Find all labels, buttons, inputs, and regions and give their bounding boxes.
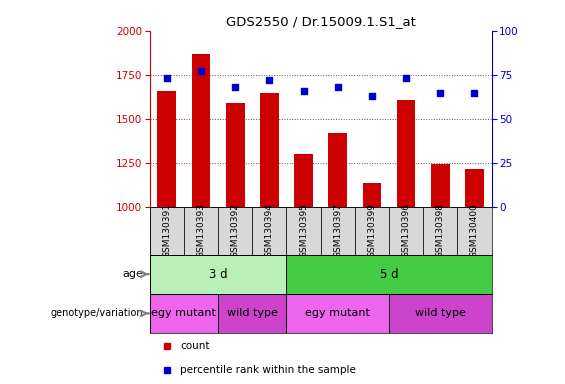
Point	[470, 89, 479, 96]
Point	[265, 77, 274, 83]
Text: GSM130396: GSM130396	[402, 204, 411, 258]
Point	[197, 68, 206, 74]
Bar	[389, 294, 492, 333]
Bar	[286, 255, 492, 294]
Bar	[252, 207, 286, 255]
Bar	[150, 207, 184, 255]
Point	[402, 75, 411, 81]
Bar	[363, 183, 381, 207]
Point	[436, 89, 445, 96]
Bar	[423, 207, 458, 255]
Bar	[397, 99, 415, 207]
Text: GSM130394: GSM130394	[265, 204, 274, 258]
Bar	[218, 207, 252, 255]
Bar	[158, 91, 176, 207]
Text: 5 d: 5 d	[380, 268, 398, 281]
Point	[333, 84, 342, 90]
Bar	[286, 294, 389, 333]
Text: GSM130392: GSM130392	[231, 204, 240, 258]
Bar	[465, 169, 484, 207]
Point	[162, 75, 171, 81]
Title: GDS2550 / Dr.15009.1.S1_at: GDS2550 / Dr.15009.1.S1_at	[225, 15, 416, 28]
Text: percentile rank within the sample: percentile rank within the sample	[180, 365, 357, 375]
Text: GSM130393: GSM130393	[197, 204, 206, 258]
Bar	[150, 255, 286, 294]
Bar	[458, 207, 492, 255]
Text: GSM130400: GSM130400	[470, 204, 479, 258]
Bar	[226, 103, 245, 207]
Bar	[328, 133, 347, 207]
Bar	[286, 207, 321, 255]
Bar	[192, 54, 210, 207]
Text: age: age	[122, 269, 143, 279]
Point	[299, 88, 308, 94]
Bar	[431, 164, 450, 207]
Text: wild type: wild type	[415, 308, 466, 318]
Text: GSM130399: GSM130399	[367, 204, 376, 258]
Bar	[150, 294, 218, 333]
Text: GSM130398: GSM130398	[436, 204, 445, 258]
Text: GSM130395: GSM130395	[299, 204, 308, 258]
Text: GSM130397: GSM130397	[333, 204, 342, 258]
Bar	[321, 207, 355, 255]
Point	[231, 84, 240, 90]
Text: GSM130391: GSM130391	[162, 204, 171, 258]
Text: wild type: wild type	[227, 308, 278, 318]
Text: count: count	[180, 341, 210, 351]
Bar	[355, 207, 389, 255]
Bar	[218, 294, 286, 333]
Text: genotype/variation: genotype/variation	[50, 308, 143, 318]
Bar	[184, 207, 218, 255]
Text: egy mutant: egy mutant	[151, 308, 216, 318]
Bar	[260, 93, 279, 207]
Text: 3 d: 3 d	[209, 268, 227, 281]
Bar	[389, 207, 423, 255]
Bar	[294, 154, 313, 207]
Text: egy mutant: egy mutant	[305, 308, 370, 318]
Point	[367, 93, 376, 99]
